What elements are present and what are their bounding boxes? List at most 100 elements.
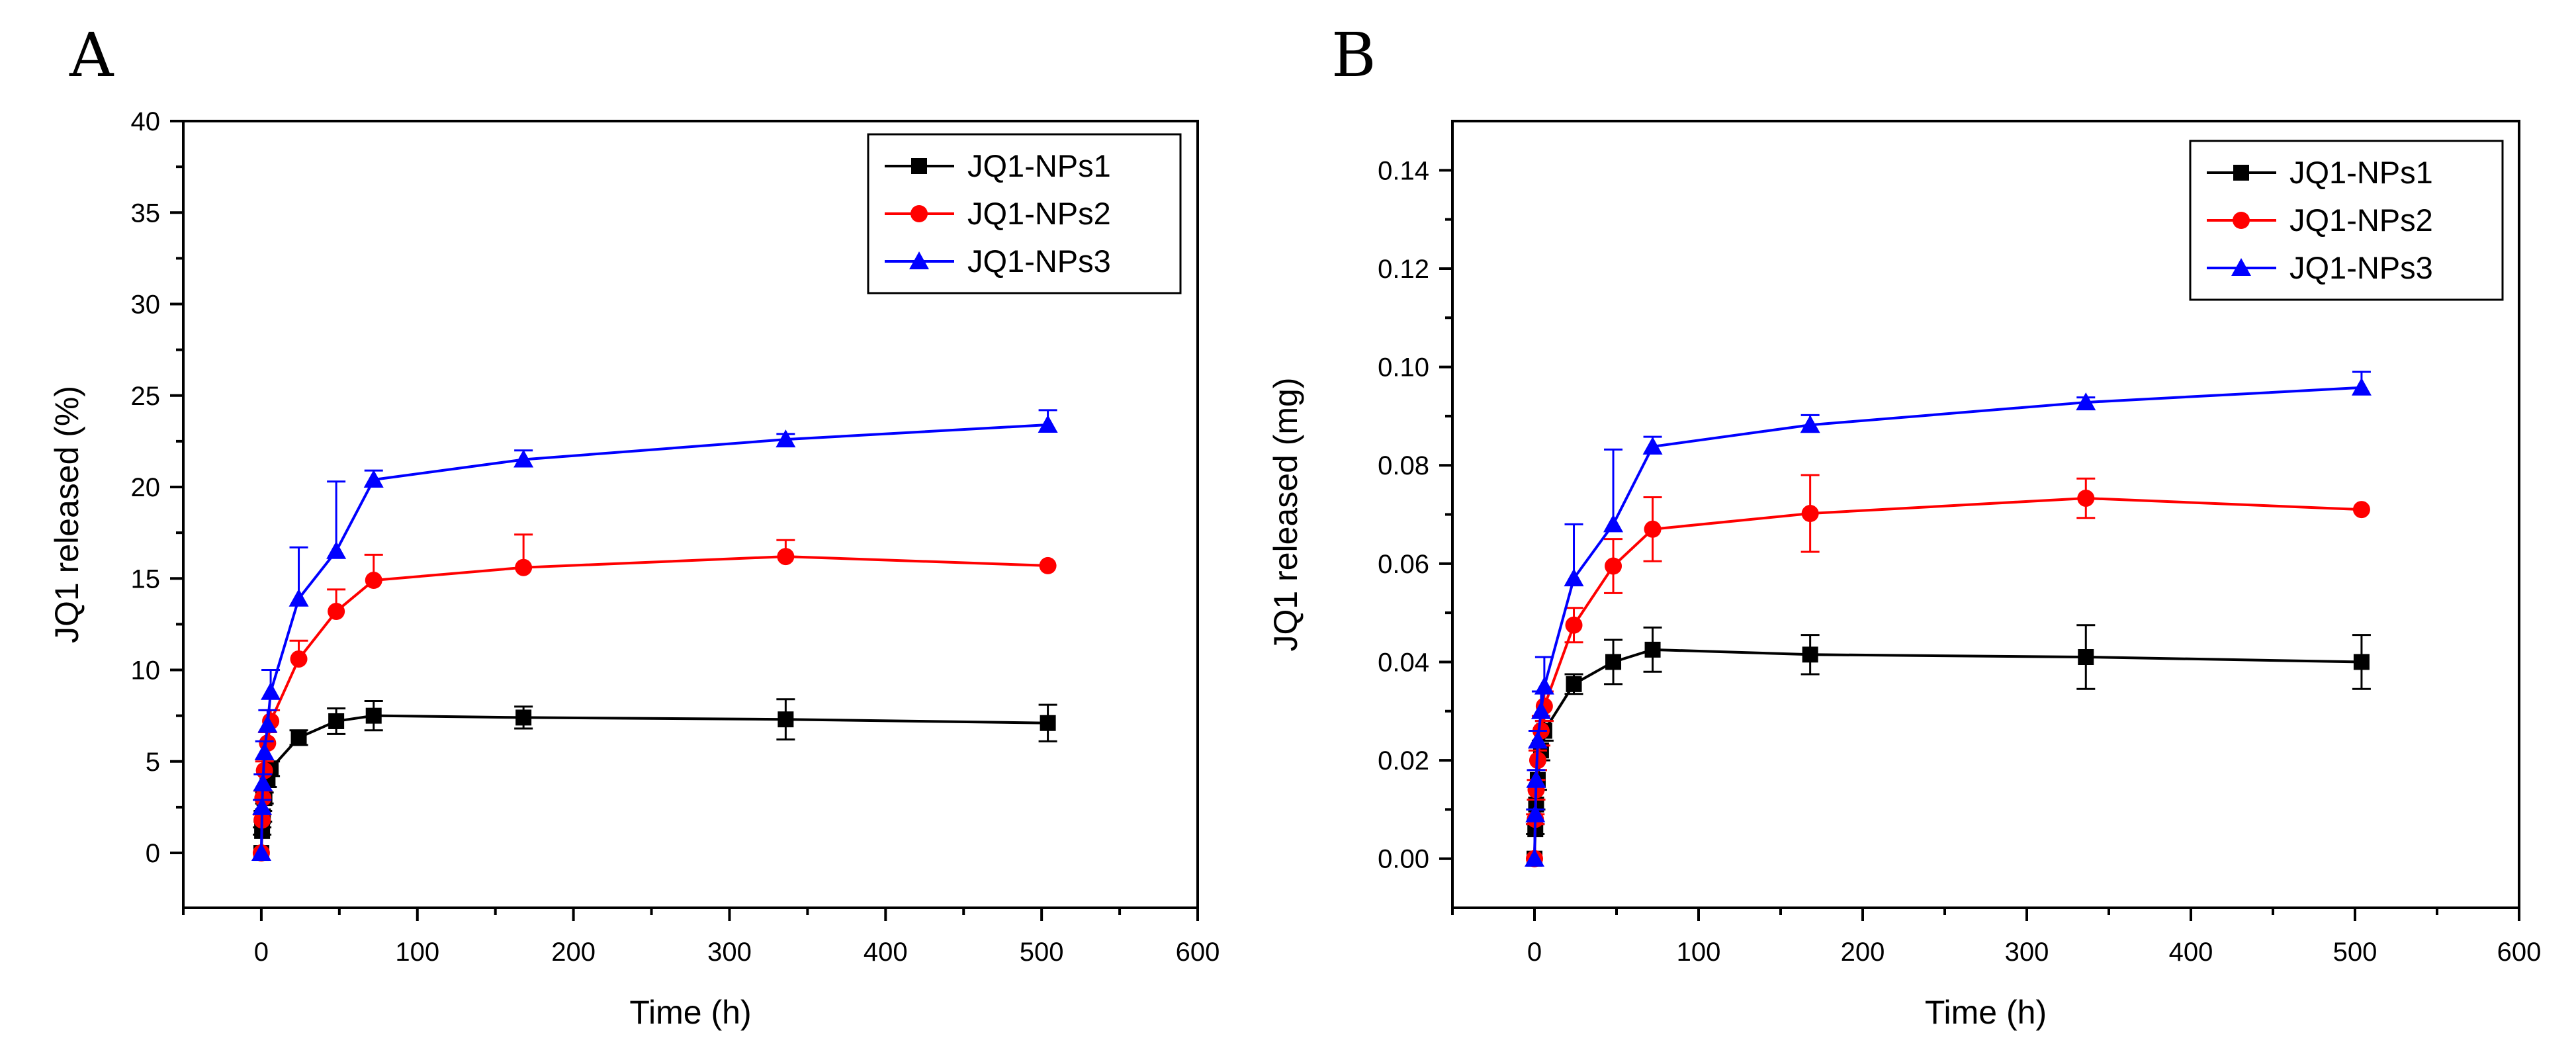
data-point: [252, 797, 273, 815]
x-tick-label: 500: [1020, 938, 1064, 967]
chart-panel-a: A 0 100 200 300 400 500 600 0 5 10 15 20 25 30 35 40 Time…: [48, 20, 1220, 1031]
legend: JQ1-NPs1 JQ1-NPs2 JQ1-NPs3: [2189, 140, 2504, 301]
y-tick-label: 0.12: [1378, 255, 1429, 284]
data-point: [1531, 701, 1551, 719]
data-point: [257, 715, 278, 733]
x-tick-label: 200: [1841, 938, 1885, 967]
series-jq1-nps3: [251, 409, 1058, 861]
plot-frame: [182, 120, 1199, 909]
data-point: [328, 603, 345, 621]
data-point: [1527, 730, 1548, 749]
x-tick-label: 400: [2169, 938, 2213, 967]
data-point: [1565, 616, 1583, 634]
y-tick-label: 0.14: [1378, 156, 1429, 185]
data-point: [2351, 377, 2372, 396]
y-tick-label: 5: [146, 748, 160, 777]
data-point: [1038, 415, 1058, 433]
x-tick-label: 500: [2333, 938, 2377, 967]
data-point: [1800, 415, 1820, 433]
data-point: [1039, 556, 1057, 574]
y-tick-label: 0.06: [1378, 550, 1429, 579]
data-point: [1603, 514, 1624, 533]
series-jq1-nps3: [1525, 371, 2372, 867]
data-point: [1605, 557, 1622, 575]
data-point: [1525, 804, 1546, 822]
x-tick-label: 300: [2005, 938, 2049, 967]
data-point: [365, 707, 382, 724]
y-tick-label: 10: [131, 656, 161, 685]
data-point: [1644, 641, 1661, 658]
data-point: [251, 843, 271, 861]
data-point: [515, 558, 533, 576]
data-point: [261, 682, 281, 700]
series-jq1-nps1: [1526, 624, 2371, 867]
data-point: [1534, 676, 1554, 695]
data-point: [326, 541, 347, 559]
series-line: [1533, 386, 2362, 859]
y-tick-label: 0.04: [1378, 648, 1429, 677]
data-point: [777, 548, 795, 566]
x-tick-label: 400: [864, 938, 908, 967]
data-point: [2078, 649, 2094, 666]
panel-label: A: [69, 20, 114, 91]
y-tick-label: 40: [131, 107, 161, 136]
y-tick-label: 35: [131, 199, 161, 228]
data-point: [1525, 848, 1544, 867]
data-point: [1040, 715, 1056, 731]
series-line: [259, 714, 1048, 854]
data-point: [290, 650, 308, 668]
data-point: [365, 572, 382, 590]
data-point: [1642, 436, 1663, 455]
chart-panel-b: B 0 100 200 300 400 500 600 0.00 0.02 0.04 0.06 0.08…: [1267, 20, 2541, 1031]
data-point: [290, 729, 307, 746]
x-axis-title: Time (h): [1925, 994, 2047, 1031]
data-point: [515, 709, 532, 726]
y-axis-title: JQ1 released (%): [48, 386, 85, 643]
x-tick-label: 600: [1176, 938, 1220, 967]
legend-label: JQ1-NPs3: [967, 243, 1111, 279]
x-tick-label: 0: [1527, 938, 1542, 967]
data-point: [2077, 489, 2095, 507]
data-point: [253, 773, 273, 791]
data-point: [776, 429, 796, 448]
data-point: [1801, 505, 1819, 523]
y-tick-label: 20: [131, 473, 161, 502]
data-point: [2353, 654, 2370, 670]
legend-label: JQ1-NPs1: [2289, 155, 2433, 190]
y-tick-label: 30: [131, 290, 161, 320]
x-tick-label: 100: [1677, 938, 1721, 967]
series-line: [259, 423, 1048, 854]
x-tick-label: 100: [395, 938, 439, 967]
series-line: [1533, 496, 2362, 859]
data-point: [910, 205, 928, 222]
y-tick-label: 0: [146, 839, 160, 868]
x-tick-label: 0: [254, 938, 269, 967]
data-point: [1566, 676, 1582, 692]
data-point: [363, 469, 384, 488]
legend-label: JQ1-NPs2: [2289, 202, 2433, 238]
series-jq1-nps1: [253, 698, 1057, 861]
data-point: [2076, 392, 2096, 411]
y-tick-label: 0.02: [1378, 746, 1429, 775]
y-tick-label: 0.00: [1378, 845, 1429, 874]
legend: JQ1-NPs1 JQ1-NPs2 JQ1-NPs3: [867, 133, 1182, 294]
data-point: [2231, 258, 2251, 276]
data-point: [2352, 501, 2370, 519]
data-point: [1564, 568, 1584, 587]
data-point: [1605, 654, 1622, 670]
data-point: [1802, 646, 1818, 663]
series-line: [1533, 648, 2362, 859]
y-tick-label: 0.08: [1378, 451, 1429, 480]
data-point: [2233, 165, 2249, 181]
data-point: [1644, 520, 1662, 538]
data-point: [909, 251, 929, 269]
y-tick-label: 25: [131, 382, 161, 411]
data-point: [1526, 770, 1546, 788]
series-jq1-nps2: [252, 533, 1057, 862]
data-point: [289, 588, 309, 607]
data-point: [328, 713, 345, 729]
x-axis-title: Time (h): [629, 994, 751, 1031]
x-tick-label: 600: [2497, 938, 2542, 967]
panel-label: B: [1331, 20, 1376, 91]
